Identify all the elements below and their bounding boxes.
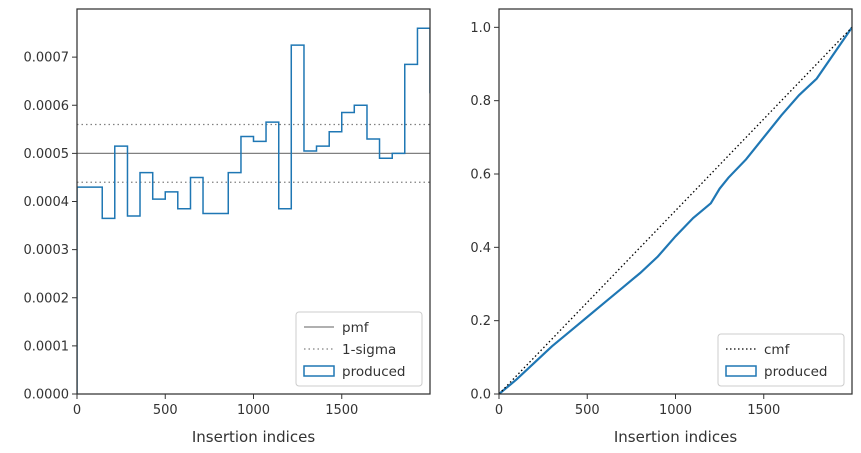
y-tick-label: 0.0001 bbox=[24, 339, 70, 354]
cmf-line bbox=[499, 26, 852, 394]
y-tick-label: 0.0002 bbox=[24, 291, 70, 306]
y-tick-label: 0.8 bbox=[470, 94, 491, 109]
legend-produced-label: produced bbox=[342, 364, 406, 380]
produced-histogram bbox=[77, 27, 430, 394]
y-tick-label: 0.6 bbox=[470, 168, 491, 183]
plot-area bbox=[77, 27, 430, 394]
legend-sigma-label: 1-sigma bbox=[342, 342, 396, 358]
y-tick-label: 0.0 bbox=[470, 388, 491, 403]
x-tick-label: 0 bbox=[73, 403, 81, 418]
pmf-panel: 0 500 1000 1500 0.0000 0.0001 0.0002 0.0003 0.00… bbox=[24, 8, 431, 446]
y-tick-label: 0.4 bbox=[470, 241, 491, 256]
y-tick-label: 0.0006 bbox=[24, 99, 70, 114]
legend-cmf-label: cmf bbox=[764, 342, 791, 358]
produced-cumulative-line bbox=[499, 26, 852, 394]
legend-frame bbox=[295, 311, 423, 387]
x-tick-label: 500 bbox=[153, 403, 178, 418]
x-axis-label: Insertion indices bbox=[192, 428, 315, 446]
x-tick-label: 1500 bbox=[747, 403, 780, 418]
x-tick-label: 0 bbox=[495, 403, 503, 418]
cmf-panel: 0 500 1000 1500 0.0 0.2 0.4 0.6 0.8 1.0 Insertion … bbox=[470, 8, 853, 446]
y-tick-label: 0.2 bbox=[470, 314, 491, 329]
legend-frame bbox=[717, 333, 845, 387]
x-tick-label: 1000 bbox=[237, 403, 270, 418]
legend-pmf-label: pmf bbox=[342, 320, 370, 336]
y-tick-label: 0.0003 bbox=[24, 243, 70, 258]
legend-produced-swatch bbox=[725, 365, 757, 377]
y-tick-label: 0.0005 bbox=[24, 147, 70, 162]
plot-area bbox=[499, 26, 852, 394]
y-tick-label: 0.0004 bbox=[24, 195, 70, 210]
x-tick-label: 500 bbox=[575, 403, 600, 418]
y-tick-label: 0.0007 bbox=[24, 51, 70, 66]
y-tick-label: 0.0000 bbox=[24, 388, 70, 403]
legend-produced-swatch bbox=[303, 365, 335, 377]
x-tick-label: 1000 bbox=[659, 403, 692, 418]
y-tick-label: 1.0 bbox=[470, 21, 491, 36]
legend-produced-label: produced bbox=[764, 364, 828, 380]
x-axis-label: Insertion indices bbox=[614, 428, 737, 446]
x-tick-label: 1500 bbox=[325, 403, 358, 418]
